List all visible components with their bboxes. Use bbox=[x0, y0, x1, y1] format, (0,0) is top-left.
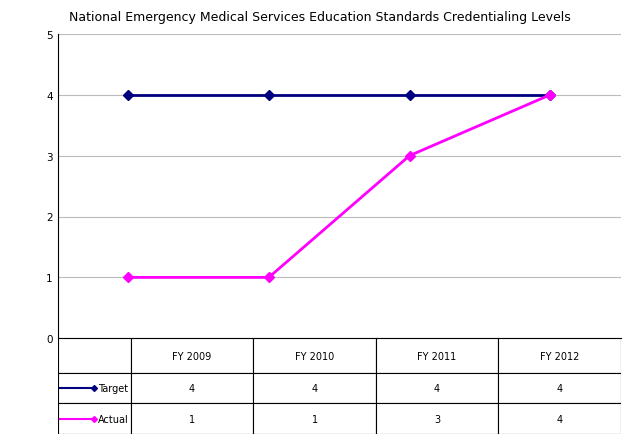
Target bbox=[406, 93, 413, 98]
Actual bbox=[406, 154, 413, 159]
Bar bbox=[499, 339, 621, 373]
Bar bbox=[376, 339, 499, 373]
Text: 4: 4 bbox=[312, 383, 317, 393]
Bar bbox=[253, 404, 376, 434]
Bar bbox=[376, 404, 499, 434]
Text: Actual: Actual bbox=[97, 414, 129, 424]
Text: 4: 4 bbox=[189, 383, 195, 393]
Actual bbox=[547, 93, 554, 98]
Bar bbox=[58, 373, 131, 404]
Text: FY 2011: FY 2011 bbox=[417, 351, 457, 361]
Bar bbox=[376, 373, 499, 404]
Target bbox=[547, 93, 554, 98]
Text: FY 2010: FY 2010 bbox=[295, 351, 334, 361]
Text: 1: 1 bbox=[312, 414, 317, 424]
Line: Actual: Actual bbox=[125, 92, 554, 281]
Text: 1: 1 bbox=[189, 414, 195, 424]
Line: Target: Target bbox=[125, 92, 554, 99]
Text: 4: 4 bbox=[557, 383, 563, 393]
Text: FY 2012: FY 2012 bbox=[540, 351, 579, 361]
Text: FY 2009: FY 2009 bbox=[172, 351, 212, 361]
Target bbox=[265, 93, 273, 98]
Text: 4: 4 bbox=[434, 383, 440, 393]
Bar bbox=[131, 373, 253, 404]
Actual bbox=[265, 275, 273, 280]
Actual bbox=[124, 275, 132, 280]
Text: 4: 4 bbox=[557, 414, 563, 424]
Bar bbox=[253, 373, 376, 404]
Bar bbox=[499, 373, 621, 404]
Bar bbox=[253, 339, 376, 373]
Bar bbox=[58, 339, 131, 373]
Bar bbox=[131, 404, 253, 434]
Target bbox=[124, 93, 132, 98]
Bar bbox=[58, 404, 131, 434]
Text: National Emergency Medical Services Education Standards Credentialing Levels: National Emergency Medical Services Educ… bbox=[69, 11, 571, 24]
Bar bbox=[499, 404, 621, 434]
Text: Target: Target bbox=[97, 383, 128, 393]
Bar bbox=[131, 339, 253, 373]
Text: 3: 3 bbox=[434, 414, 440, 424]
